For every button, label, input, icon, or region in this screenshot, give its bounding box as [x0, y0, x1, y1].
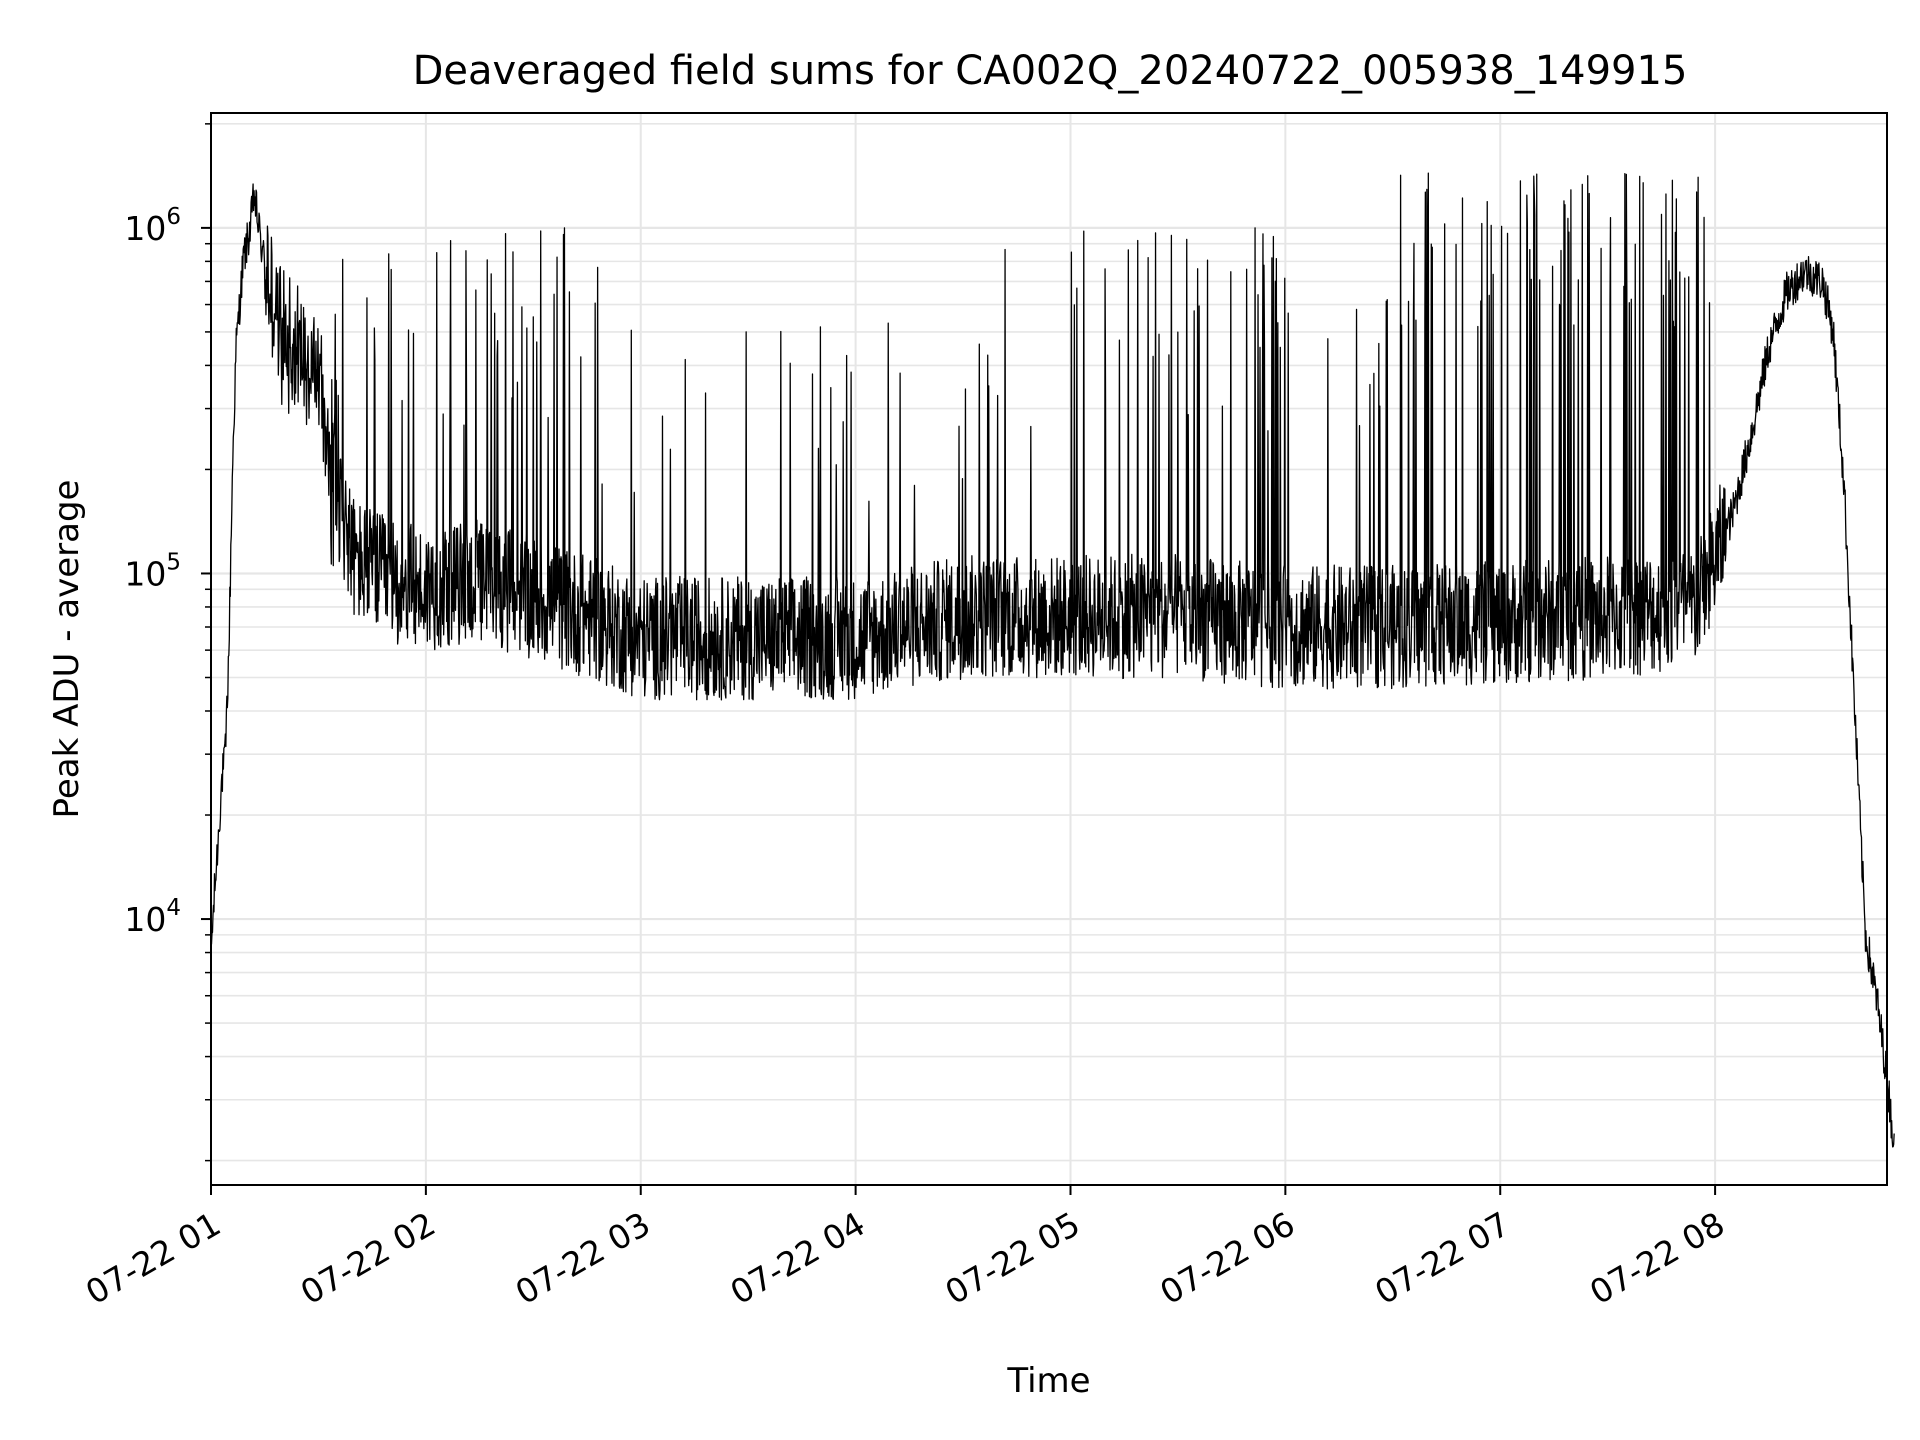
- x-axis-title: Time: [1006, 1361, 1090, 1401]
- y-tick-label: 106: [124, 204, 181, 248]
- y-axis-ticks: 104 105 106: [124, 123, 211, 1162]
- plot-frame: [210, 112, 1888, 1186]
- series-line: [210, 172, 1895, 1148]
- y-tick-label: 105: [124, 549, 181, 593]
- y-tick-label: 104: [124, 895, 181, 939]
- series-layer: [210, 172, 1895, 1148]
- y-axis-title: Peak ADU - average: [47, 480, 87, 819]
- chart-title: Deaveraged field sums for CA002Q_2024072…: [413, 48, 1688, 94]
